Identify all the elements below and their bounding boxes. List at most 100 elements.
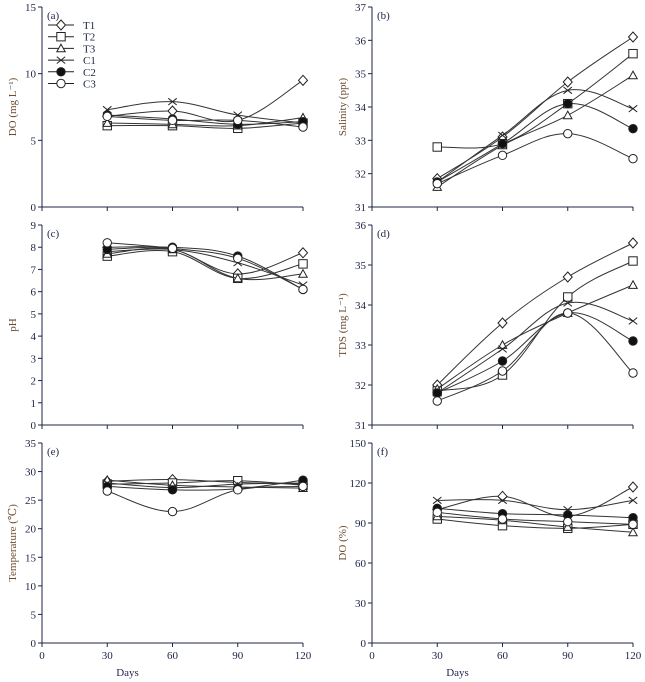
y-tick-label: 32	[355, 380, 366, 392]
data-point	[102, 117, 113, 127]
series-line	[107, 117, 304, 127]
y-tick-label: 8	[31, 242, 37, 254]
data-point	[627, 70, 639, 80]
y-axis-label: TDS (mg L⁻¹)	[337, 293, 349, 357]
data-point	[497, 496, 508, 505]
data-point	[628, 153, 638, 164]
series-line	[107, 248, 304, 286]
legend-item: C1	[48, 55, 96, 67]
data-point	[562, 521, 573, 531]
y-axis-label: DO (mg L⁻¹)	[7, 77, 19, 136]
y-tick-label: 30	[355, 598, 367, 610]
series-C1	[432, 299, 638, 397]
data-point	[627, 279, 639, 289]
x-tick-label: 30	[432, 650, 444, 662]
data-point	[233, 485, 243, 495]
data-point	[563, 516, 573, 527]
data-point	[297, 268, 309, 278]
legend-label: T1	[83, 20, 95, 32]
data-point	[432, 496, 442, 505]
data-point	[233, 115, 243, 126]
legend-item: T3	[48, 43, 96, 55]
y-tick-label: 9	[31, 220, 37, 232]
x-tick-label: 90	[232, 650, 244, 662]
series-T3	[432, 70, 639, 191]
data-point	[102, 486, 112, 496]
series-T3	[102, 244, 309, 283]
data-point	[628, 48, 638, 59]
y-tick-label: 5	[31, 309, 37, 321]
data-point	[628, 336, 638, 346]
y-tick-label: 34	[355, 300, 367, 312]
series-line	[107, 122, 304, 129]
legend-marker	[56, 32, 66, 42]
series-line	[437, 260, 634, 392]
legend-label: T3	[83, 43, 96, 55]
y-tick-label: 4	[31, 331, 37, 343]
series-line	[436, 103, 634, 183]
y-tick-label: 5	[31, 135, 37, 147]
series-C1	[432, 86, 638, 186]
y-tick-label: 30	[25, 467, 37, 479]
series-line	[437, 499, 634, 511]
data-point	[562, 271, 573, 283]
series-line	[107, 246, 304, 290]
data-point	[562, 76, 573, 88]
y-tick-label: 150	[350, 438, 367, 450]
y-tick-label: 33	[355, 340, 367, 352]
series-line	[437, 133, 634, 185]
y-tick-label: 0	[31, 420, 37, 432]
series-C3	[102, 111, 308, 132]
series-C2	[102, 242, 308, 295]
series-line	[436, 89, 634, 183]
y-tick-label: 31	[355, 420, 366, 432]
data-point	[627, 527, 639, 537]
y-tick-label: 35	[355, 69, 367, 81]
panel-c: 0 1 2 3 4 5 6 7 8 9 pH (c)	[7, 220, 309, 432]
x-axis-label: Days	[446, 667, 469, 679]
data-point	[432, 178, 442, 189]
series-T2	[432, 256, 638, 396]
y-tick-label: 5	[31, 609, 37, 621]
data-point	[563, 308, 573, 318]
series-line	[436, 74, 634, 188]
axes	[371, 7, 633, 208]
data-point	[628, 256, 638, 266]
data-point	[167, 243, 178, 254]
data-point	[562, 110, 573, 120]
data-point	[628, 496, 638, 505]
data-point	[297, 74, 309, 87]
series-line	[437, 507, 634, 519]
data-point	[627, 237, 639, 249]
series-line	[107, 79, 304, 122]
series-C2	[432, 503, 638, 523]
y-axis-label: pH	[7, 318, 19, 332]
data-point	[497, 514, 508, 524]
y-tick-label: 36	[355, 35, 367, 47]
y-axis-label: Salinity (ppt)	[337, 77, 349, 136]
data-point	[563, 128, 573, 139]
y-axis-label: Temperature (℃)	[7, 504, 19, 582]
series-C3	[102, 238, 308, 295]
legend-marker	[56, 78, 66, 89]
series-line	[437, 511, 634, 525]
legend-item: C2	[48, 67, 96, 79]
y-tick-label: 25	[25, 495, 37, 507]
data-point	[497, 317, 508, 329]
data-point	[563, 299, 573, 307]
data-point	[233, 253, 243, 264]
legend-marker	[55, 19, 67, 31]
x-tick-label: 120	[295, 650, 312, 662]
y-tick-label: 15	[25, 552, 37, 564]
panel-label: (d)	[377, 228, 390, 240]
x-tick-label: 120	[625, 650, 642, 662]
series-line	[107, 101, 304, 124]
legend-marker	[56, 56, 66, 64]
series-T2	[102, 246, 308, 284]
y-tick-label: 1	[31, 398, 37, 410]
series-line	[436, 301, 634, 394]
legend-item: T1	[48, 19, 95, 32]
x-tick-label: 60	[167, 650, 179, 662]
